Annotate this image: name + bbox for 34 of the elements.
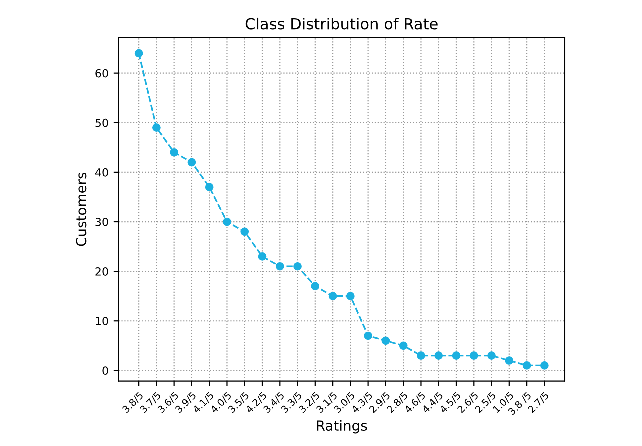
point [522, 362, 532, 370]
point [205, 183, 214, 192]
point [152, 124, 161, 132]
point [488, 352, 496, 360]
y-axis-title: Customers [76, 172, 87, 246]
point [382, 336, 390, 346]
x-axis-title: Ratings [317, 420, 368, 434]
y-tick-label: 10 [96, 317, 108, 326]
point [364, 332, 372, 340]
point [134, 49, 144, 58]
point [346, 292, 355, 301]
y-tick-label: 20 [96, 268, 108, 276]
point [311, 282, 320, 291]
y-tick-label: 50 [96, 118, 108, 128]
y-tick-label: 60 [96, 69, 108, 78]
chart-title: Class Distribution of Rate [246, 18, 438, 30]
y-tick-label: 40 [95, 168, 108, 177]
point [452, 352, 461, 360]
point [258, 252, 267, 261]
point [417, 352, 426, 360]
point [223, 218, 232, 226]
point [505, 356, 514, 365]
y-tick-label: 0 [102, 366, 108, 376]
point [434, 352, 444, 360]
point [170, 148, 178, 157]
point [540, 362, 549, 370]
point [328, 292, 338, 301]
point [240, 228, 250, 236]
point [470, 352, 478, 360]
y-tick-label: 30 [96, 218, 108, 226]
point [188, 158, 196, 167]
point [276, 262, 284, 271]
point [294, 262, 302, 271]
point [399, 342, 408, 350]
